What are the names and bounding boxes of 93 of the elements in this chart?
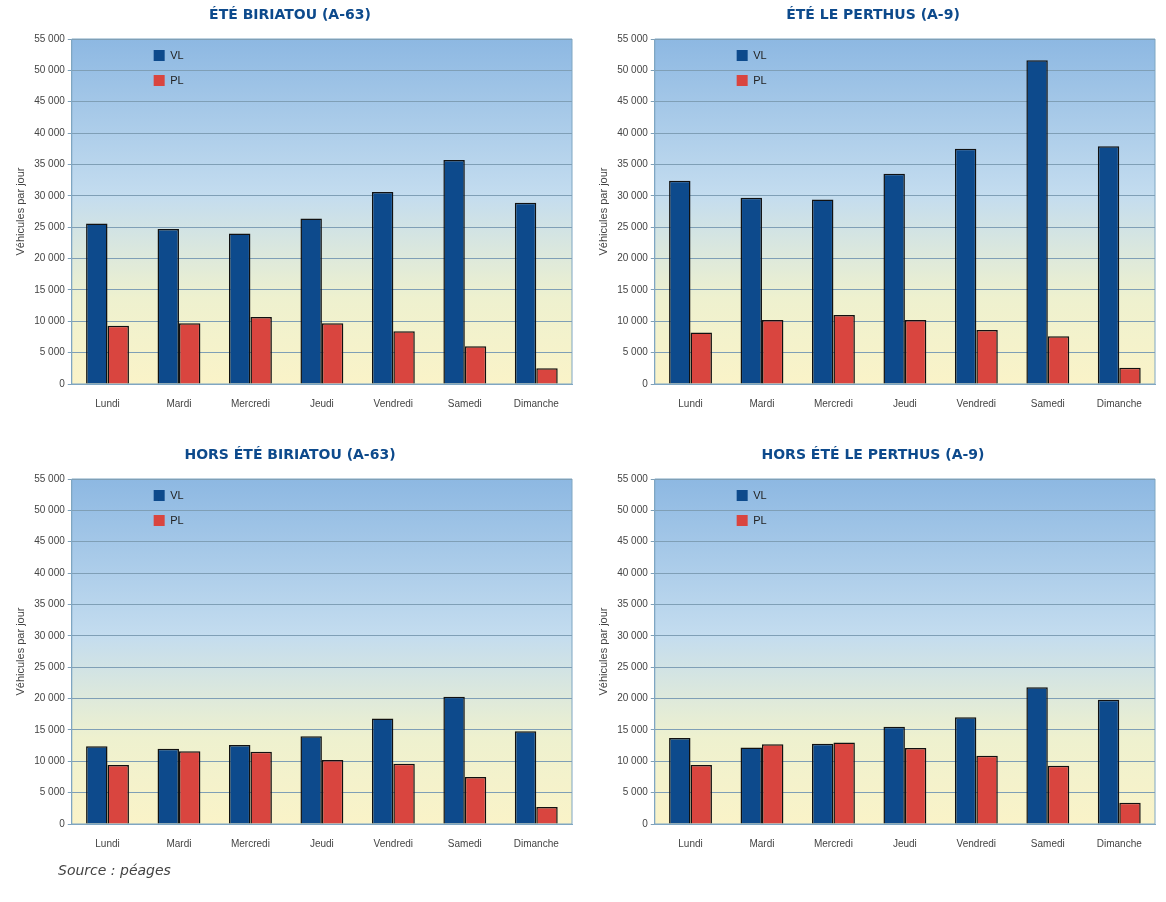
y-tick-label: 20 000 [617, 252, 649, 264]
y-tick-label: 25 000 [34, 220, 66, 232]
y-tick-label: 35 000 [617, 158, 649, 170]
y-tick-label: 50 000 [617, 64, 649, 76]
source-note: Source : péages [58, 862, 171, 878]
y-tick-label: 5 000 [622, 346, 649, 358]
y-tick-label: 0 [642, 817, 649, 829]
y-tick-label: 55 000 [34, 32, 66, 44]
x-tick-label: Mercredi [230, 397, 270, 409]
x-tick-label: Mardi [166, 837, 192, 849]
y-tick-label: 10 000 [34, 755, 66, 767]
y-tick-label: 35 000 [34, 598, 66, 610]
x-tick-label: Vendredi [373, 837, 414, 849]
y-tick-label: 50 000 [34, 64, 66, 76]
x-tick-label: Mercredi [813, 397, 853, 409]
x-tick-label: Samedi [447, 397, 482, 409]
y-tick-label: 40 000 [617, 126, 649, 138]
x-tick-label: Vendredi [956, 397, 997, 409]
y-tick-label: 20 000 [34, 692, 66, 704]
y-tick-label: 45 000 [34, 535, 66, 547]
y-tick-label: 25 000 [34, 660, 66, 672]
x-tick-label: Jeudi [892, 397, 917, 409]
x-tick-label: Jeudi [309, 837, 334, 849]
y-tick-label: 55 000 [34, 472, 66, 484]
y-tick-label: 15 000 [617, 283, 649, 295]
legend-label: PL [753, 513, 767, 526]
x-tick-label: Mardi [749, 837, 775, 849]
x-tick-label: Dimanche [513, 397, 560, 409]
x-tick-label: Lundi [678, 397, 703, 409]
legend-label: PL [753, 73, 767, 86]
x-tick-label: Mardi [166, 397, 192, 409]
x-tick-label: Samedi [447, 837, 482, 849]
y-tick-label: 15 000 [617, 723, 649, 735]
chart-title: HORS ÉTÉ LE PERTHUS (A-9) [760, 446, 986, 462]
y-tick-label: 50 000 [34, 504, 66, 516]
y-tick-label: 40 000 [617, 566, 649, 578]
legend-label: PL [170, 73, 184, 86]
x-tick-label: Mardi [749, 397, 775, 409]
x-tick-label: Jeudi [309, 397, 334, 409]
chart-title: ÉTÉ BIRIATOU (A-63) [208, 6, 372, 22]
y-tick-label: 35 000 [34, 158, 66, 170]
chart-title: HORS ÉTÉ BIRIATOU (A-63) [183, 446, 397, 462]
y-tick-label: 30 000 [617, 189, 649, 201]
x-tick-label: Samedi [1030, 397, 1065, 409]
y-tick-label: 25 000 [617, 220, 649, 232]
y-tick-label: 0 [642, 377, 649, 389]
y-tick-label: 10 000 [34, 315, 66, 327]
x-tick-label: Dimanche [513, 837, 560, 849]
legend-label: VL [170, 488, 184, 501]
y-tick-label: 15 000 [34, 723, 66, 735]
y-axis-title: Véhicules par jour [13, 607, 26, 696]
x-tick-label: Vendredi [956, 837, 997, 849]
y-tick-label: 30 000 [617, 629, 649, 641]
y-axis-title: Véhicules par jour [596, 167, 609, 256]
y-tick-label: 30 000 [34, 629, 66, 641]
x-tick-label: Dimanche [1096, 397, 1143, 409]
legend-label: VL [753, 48, 767, 61]
y-tick-label: 40 000 [34, 566, 66, 578]
y-tick-label: 5 000 [39, 786, 66, 798]
y-tick-label: 25 000 [617, 660, 649, 672]
y-axis-title: Véhicules par jour [596, 607, 609, 696]
x-tick-label: Lundi [678, 837, 703, 849]
y-tick-label: 0 [59, 377, 66, 389]
y-tick-label: 5 000 [39, 346, 66, 358]
y-tick-label: 20 000 [617, 692, 649, 704]
y-tick-label: 50 000 [617, 504, 649, 516]
y-tick-label: 0 [59, 817, 66, 829]
x-tick-label: Jeudi [892, 837, 917, 849]
y-tick-label: 55 000 [617, 32, 649, 44]
y-tick-label: 45 000 [34, 95, 66, 107]
legend-label: VL [170, 48, 184, 61]
y-tick-label: 55 000 [617, 472, 649, 484]
y-tick-label: 35 000 [617, 598, 649, 610]
x-tick-label: Mercredi [230, 837, 270, 849]
legend-label: PL [170, 513, 184, 526]
y-tick-label: 45 000 [617, 535, 649, 547]
y-tick-label: 15 000 [34, 283, 66, 295]
y-tick-label: 10 000 [617, 755, 649, 767]
x-tick-label: Dimanche [1096, 837, 1143, 849]
x-tick-label: Vendredi [373, 397, 414, 409]
y-tick-label: 45 000 [617, 95, 649, 107]
y-tick-label: 40 000 [34, 126, 66, 138]
y-tick-label: 30 000 [34, 189, 66, 201]
y-tick-label: 10 000 [617, 315, 649, 327]
x-tick-label: Lundi [95, 837, 120, 849]
y-tick-label: 20 000 [34, 252, 66, 264]
chart-title: ÉTÉ LE PERTHUS (A-9) [785, 6, 961, 22]
x-tick-label: Mercredi [813, 837, 853, 849]
legend-label: VL [753, 488, 767, 501]
x-tick-label: Samedi [1030, 837, 1065, 849]
y-axis-title: Véhicules par jour [13, 167, 26, 256]
y-tick-label: 5 000 [622, 786, 649, 798]
x-tick-label: Lundi [95, 397, 120, 409]
